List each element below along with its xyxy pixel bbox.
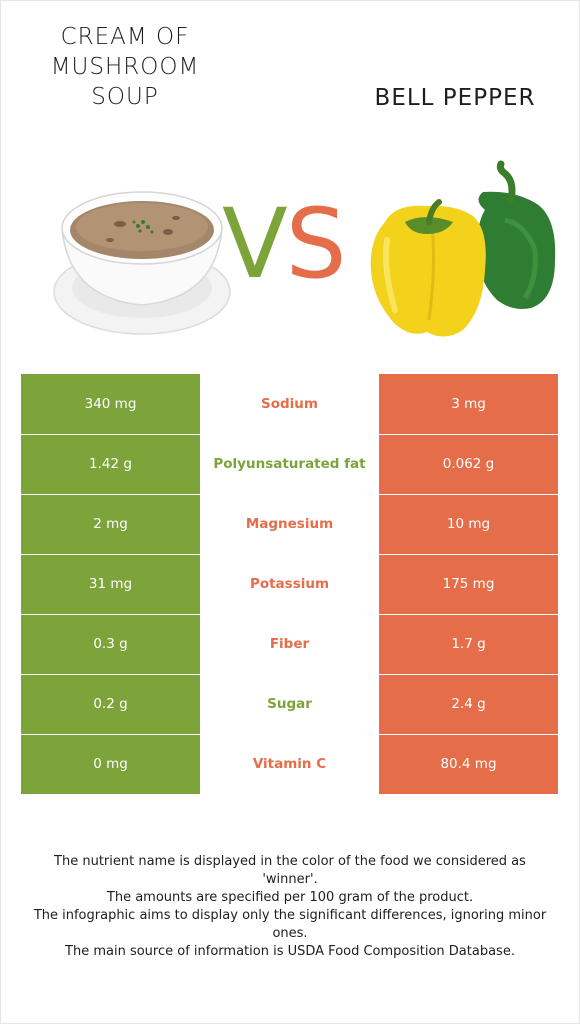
nutrient-label: Potassium bbox=[200, 554, 379, 615]
nutrient-label: Sodium bbox=[200, 374, 379, 435]
soup-image bbox=[53, 191, 231, 335]
nutrient-label: Polyunsaturated fat bbox=[200, 434, 379, 495]
footer-note: The main source of information is USDA F… bbox=[65, 944, 515, 959]
footer-note: The amounts are specified per 100 gram o… bbox=[106, 890, 474, 905]
right-value: 1.7 g bbox=[379, 614, 558, 675]
left-value: 2 mg bbox=[21, 494, 200, 555]
right-value: 175 mg bbox=[379, 554, 558, 615]
nutrient-label: Vitamin C bbox=[200, 734, 379, 795]
table-row: 1.42 g Polyunsaturated fat 0.062 g bbox=[21, 434, 558, 495]
table-row: 31 mg Potassium 175 mg bbox=[21, 554, 558, 615]
table-row: 2 mg Magnesium 10 mg bbox=[21, 494, 558, 555]
right-value: 10 mg bbox=[379, 494, 558, 555]
table-row: 340 mg Sodium 3 mg bbox=[21, 374, 558, 435]
right-food-title: BELL PEPPER bbox=[374, 85, 536, 111]
footer-notes: The nutrient name is displayed in the co… bbox=[30, 853, 550, 961]
table-row: 0.3 g Fiber 1.7 g bbox=[21, 614, 558, 675]
left-food-title-line: CREAM OF bbox=[60, 24, 190, 50]
nutrient-label: Magnesium bbox=[200, 494, 379, 555]
left-food-title-line: MUSHROOM bbox=[50, 54, 200, 80]
left-value: 0.3 g bbox=[21, 614, 200, 675]
vs-label: VS bbox=[222, 196, 347, 292]
right-value: 0.062 g bbox=[379, 434, 558, 495]
left-food-title-line: SOUP bbox=[91, 84, 159, 110]
right-value: 2.4 g bbox=[379, 674, 558, 735]
footer-note: The infographic aims to display only the… bbox=[33, 908, 547, 941]
right-value: 3 mg bbox=[379, 374, 558, 435]
bell-pepper-image bbox=[370, 160, 556, 337]
table-row: 0.2 g Sugar 2.4 g bbox=[21, 674, 558, 735]
left-value: 1.42 g bbox=[21, 434, 200, 495]
left-value: 0.2 g bbox=[21, 674, 200, 735]
left-food-title: CREAM OF MUSHROOM SOUP bbox=[20, 22, 230, 112]
left-value: 31 mg bbox=[21, 554, 200, 615]
right-value: 80.4 mg bbox=[379, 734, 558, 795]
table-row: 0 mg Vitamin C 80.4 mg bbox=[21, 734, 558, 795]
vs-s-letter: S bbox=[285, 188, 347, 300]
comparison-table: 340 mg Sodium 3 mg 1.42 g Polyunsaturate… bbox=[21, 374, 558, 795]
vs-v-letter: V bbox=[222, 188, 288, 300]
left-value: 340 mg bbox=[21, 374, 200, 435]
left-value: 0 mg bbox=[21, 734, 200, 795]
footer-note: The nutrient name is displayed in the co… bbox=[54, 854, 526, 887]
nutrient-label: Sugar bbox=[200, 674, 379, 735]
nutrient-label: Fiber bbox=[200, 614, 379, 675]
